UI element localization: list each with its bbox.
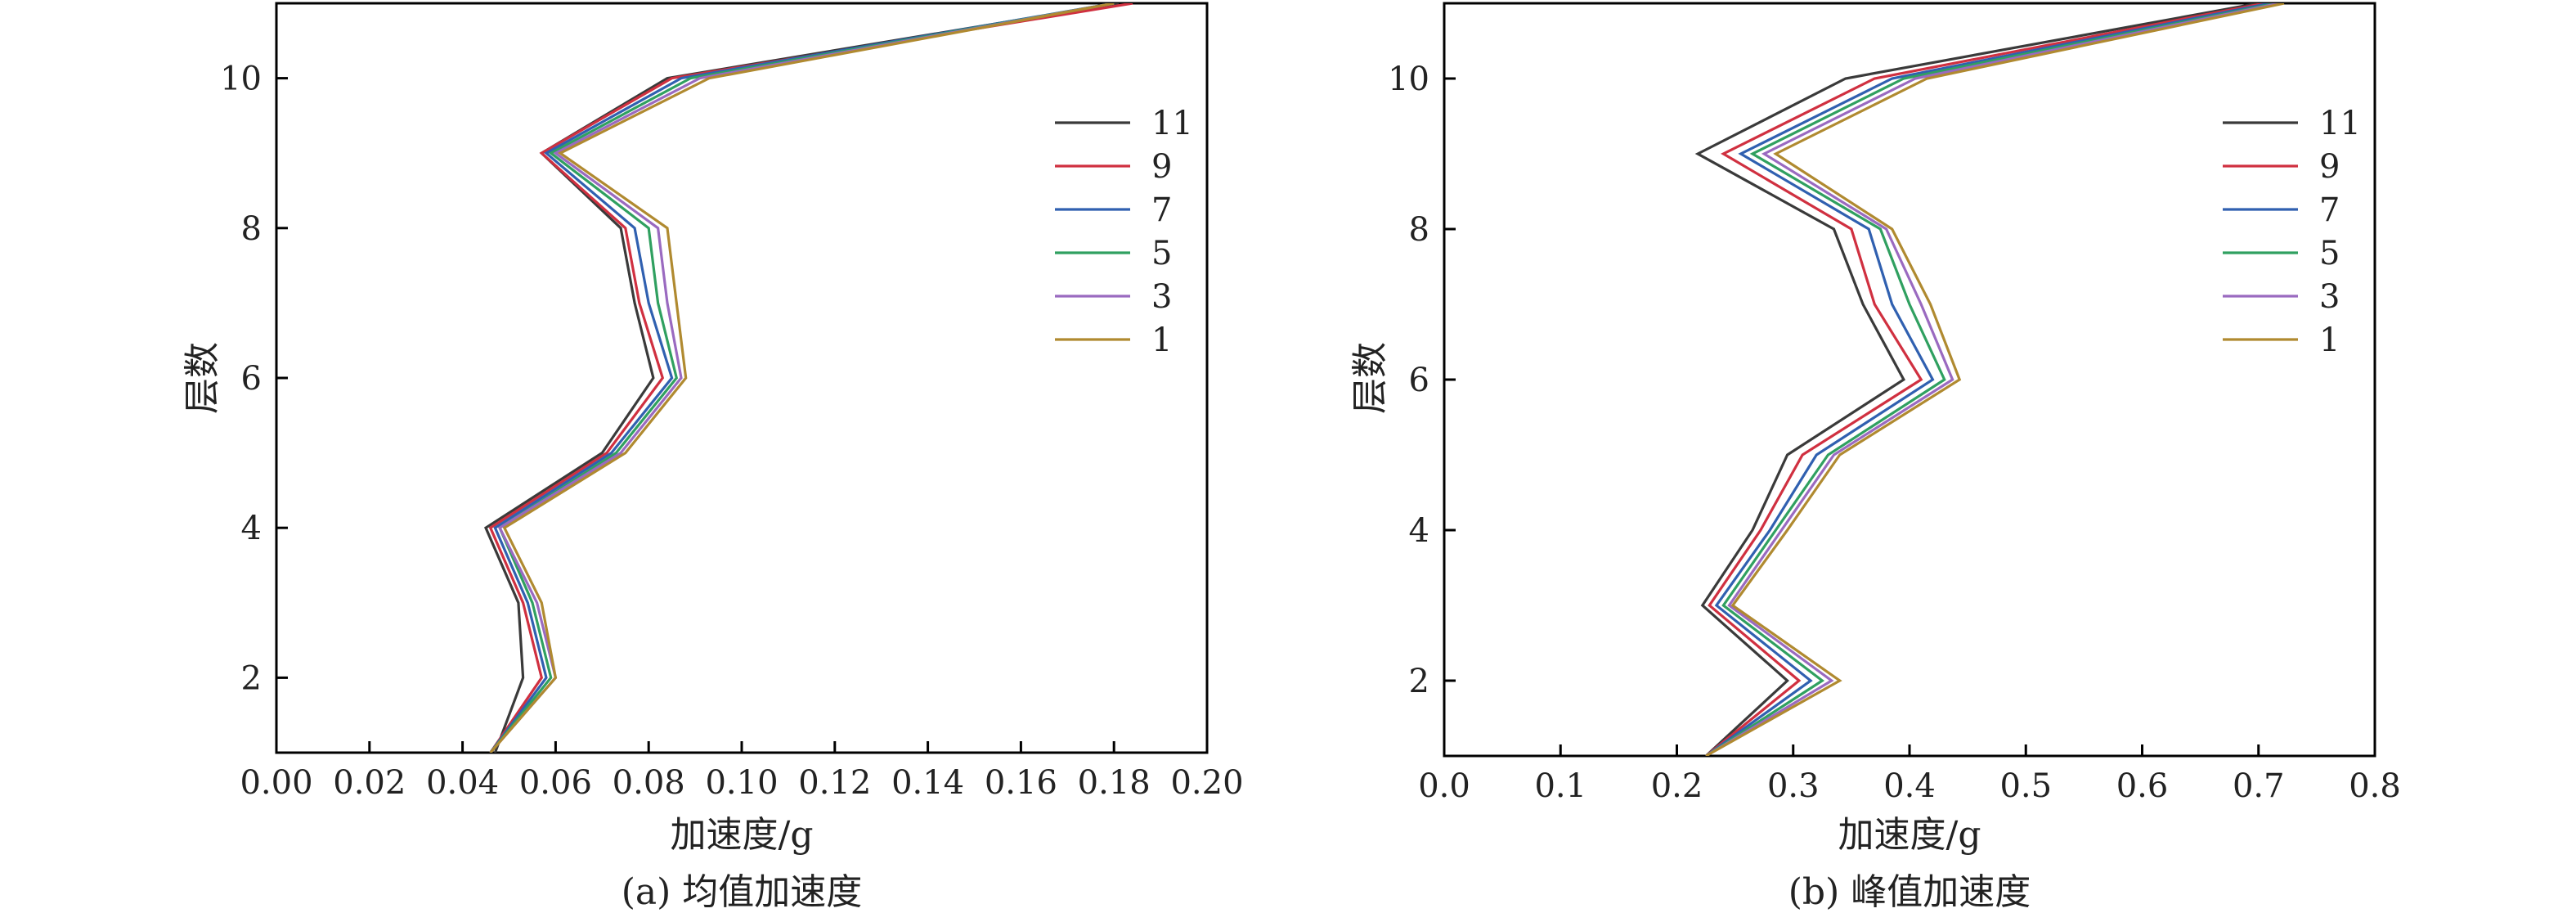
y-tick-label: 4 [1409,512,1429,550]
x-tick-label: 0.08 [613,764,685,802]
y-axis-ticks-b: 2 4 6 8 10 [1388,61,1456,700]
legend-a: 11 9 7 5 3 1 [1055,105,1193,359]
x-tick-label: 0.0 [1418,767,1470,805]
legend-label-7: 7 [1151,191,1172,229]
x-tick-label: 0.1 [1534,767,1586,805]
x-tick-label: 0.4 [1883,767,1936,805]
x-tick-label: 0.7 [2233,767,2285,805]
x-tick-label: 0.20 [1170,764,1243,802]
y-tick-label: 10 [220,61,262,98]
plot-frame-a [275,2,1209,754]
x-axis-ticks-a: 0.00 0.02 0.04 0.06 0.08 0.10 0.12 0.14 0.16 0.18… [240,741,1244,802]
series-line-11 [483,3,1120,753]
x-tick-label: 0.18 [1078,764,1151,802]
x-axis-label-a: 加速度/g [671,814,814,856]
y-axis-label-b: 层数 [1349,342,1391,414]
y-tick-label: 6 [1409,362,1429,399]
series-line-9 [1705,3,2265,756]
legend-label-1: 1 [1151,322,1172,359]
caption-a: (a) 均值加速度 [622,871,863,913]
legend-label-9: 9 [2319,148,2340,186]
legend-label-11: 11 [1151,105,1193,142]
legend-label-3: 3 [2319,278,2340,316]
series-line-1 [489,3,1115,753]
y-tick-label: 2 [1409,663,1429,700]
y-tick-label: 8 [241,210,262,248]
series-line-3 [489,3,1115,753]
x-tick-label: 0.5 [1999,767,2052,805]
plot-frame-b [1443,2,2376,758]
chart-a: 0.00 0.02 0.04 0.06 0.08 0.10 0.12 0.14 0.16 0.18… [182,2,1244,913]
x-tick-label: 0.8 [2349,767,2401,805]
x-tick-label: 0.14 [891,764,964,802]
legend-label-3: 3 [1151,278,1172,316]
series-line-1 [1705,3,2285,756]
legend-label-9: 9 [1151,148,1172,186]
y-axis-ticks-a: 2 4 6 8 10 [220,61,288,697]
series-line-5 [1705,3,2277,756]
x-axis-label-b: 加速度/g [1838,814,1981,856]
series-line-7 [1705,3,2271,756]
x-tick-label: 0.16 [985,764,1057,802]
series-line-3 [1705,3,2280,756]
series-line-7 [489,3,1115,753]
y-tick-label: 4 [241,510,262,547]
series-lines-a [483,3,1133,753]
x-tick-label: 0.06 [519,764,592,802]
y-tick-label: 8 [1409,211,1429,249]
y-tick-label: 2 [241,659,262,697]
x-tick-label: 0.6 [2116,767,2169,805]
legend-label-5: 5 [1151,235,1172,272]
legend-label-5: 5 [2319,235,2340,272]
x-tick-label: 0.02 [333,764,406,802]
legend-b: 11 9 7 5 3 1 [2223,105,2361,359]
x-tick-label: 0.04 [426,764,499,802]
series-lines-b [1694,3,2285,756]
caption-b: (b) 峰值加速度 [1788,871,2031,913]
x-tick-label: 0.3 [1767,767,1820,805]
legend-label-1: 1 [2319,322,2340,359]
legend-label-7: 7 [2319,191,2340,229]
x-tick-label: 0.10 [705,764,778,802]
x-axis-ticks-b: 0.0 0.1 0.2 0.3 0.4 0.5 0.6 0.7 0.8 [1418,744,2401,805]
y-tick-label: 10 [1388,61,1429,98]
y-tick-label: 6 [241,360,262,398]
chart-b: 0.0 0.1 0.2 0.3 0.4 0.5 0.6 0.7 0.8 2 4 6 8 10 11 9 7 5… [1349,2,2401,913]
series-line-9 [488,3,1133,753]
series-line-11 [1694,3,2260,756]
x-tick-label: 0.2 [1651,767,1703,805]
x-tick-label: 0.12 [798,764,871,802]
x-tick-label: 0.00 [240,764,312,802]
series-line-5 [489,3,1115,753]
y-axis-label-a: 层数 [182,342,223,414]
legend-label-11: 11 [2319,105,2361,142]
